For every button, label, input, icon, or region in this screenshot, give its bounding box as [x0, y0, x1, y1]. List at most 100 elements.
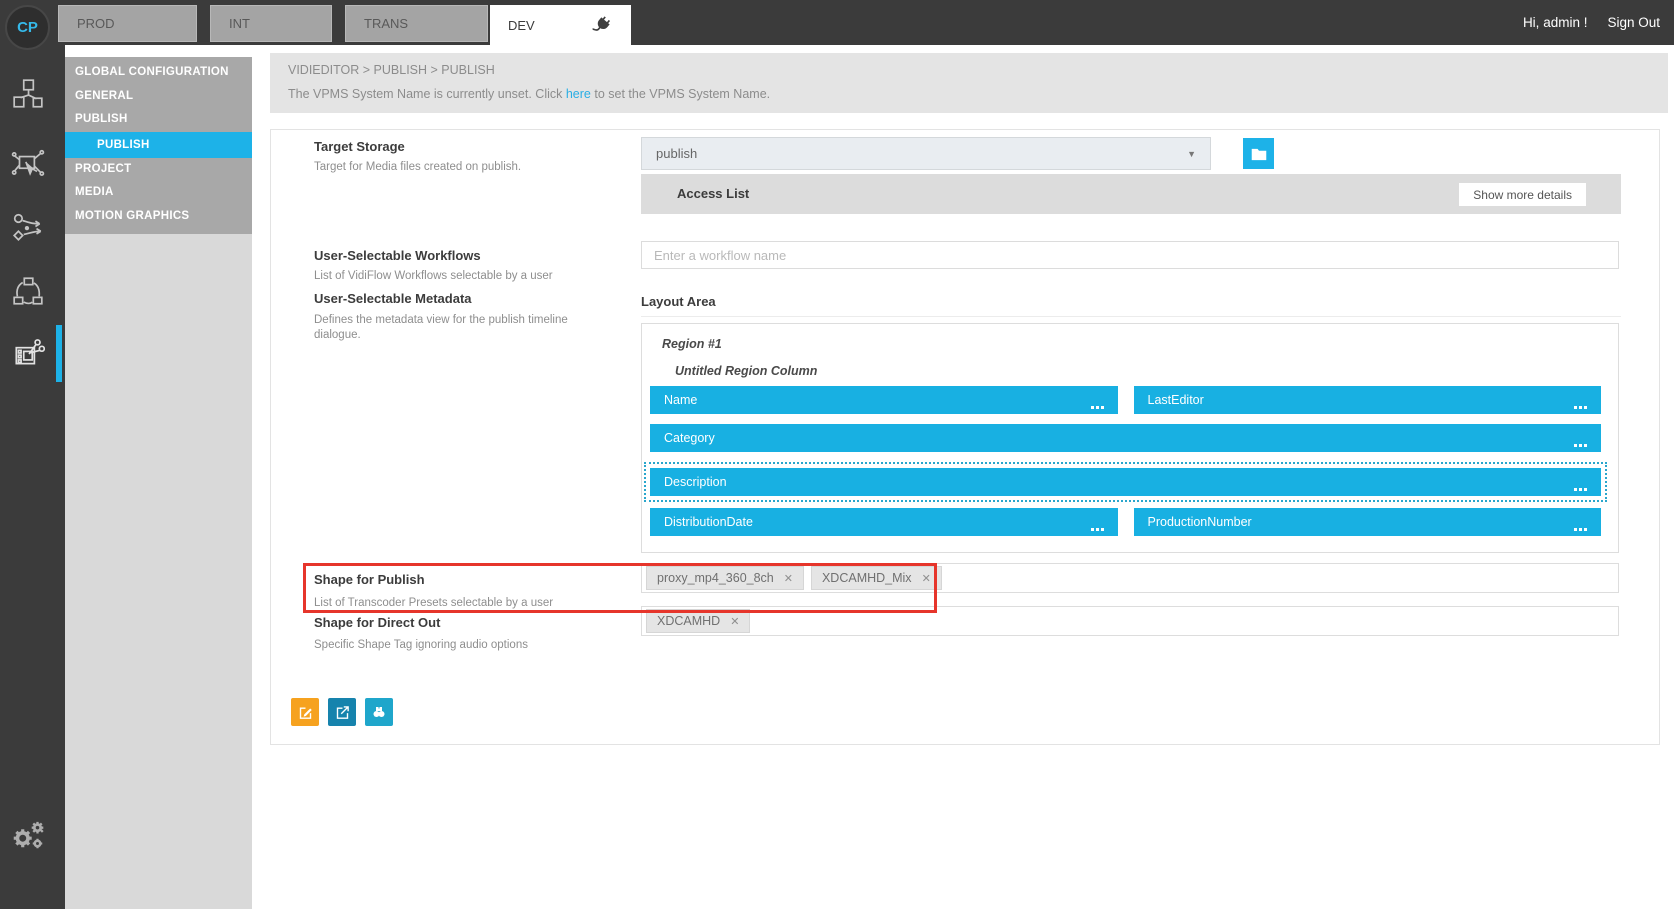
user-area: Hi, admin ! Sign Out	[1523, 0, 1660, 45]
system-notice: The VPMS System Name is currently unset.…	[288, 87, 770, 101]
nav-column-filler	[65, 228, 252, 909]
browse-storage-button[interactable]	[1243, 138, 1274, 169]
workflow-name-input[interactable]	[641, 241, 1619, 269]
divider	[641, 316, 1621, 317]
tab-label: INT	[229, 16, 250, 31]
field-tile-label: Category	[664, 431, 715, 445]
region-title: Region #1	[662, 337, 722, 351]
layout-rows: Name LastEditor Category	[644, 386, 1607, 546]
field-tile-distributiondate[interactable]: DistributionDate	[650, 508, 1118, 536]
env-tab-dev[interactable]: DEV	[490, 5, 631, 45]
notice-here-link[interactable]: here	[565, 87, 591, 101]
workflows-label: User-Selectable Workflows	[314, 248, 481, 263]
target-storage-value: publish	[656, 146, 698, 161]
remove-tag-icon[interactable]: ✕	[783, 572, 793, 585]
nav-item-general[interactable]: GENERAL	[75, 89, 134, 102]
drag-handle-icon[interactable]	[1090, 528, 1104, 531]
drag-handle-icon[interactable]	[1574, 406, 1587, 409]
tag-chip: XDCAMHD ✕	[646, 609, 751, 633]
folder-icon	[1251, 147, 1267, 161]
shape-direct-out-label: Shape for Direct Out	[314, 615, 441, 630]
binoculars-icon	[371, 704, 387, 720]
sign-out-link[interactable]: Sign Out	[1607, 15, 1660, 30]
access-list-section: Access List Show more details	[641, 174, 1621, 214]
drag-handle-icon[interactable]	[1574, 488, 1587, 491]
field-tile-label: DistributionDate	[664, 515, 753, 529]
top-bar: PROD INT TRANS DEV Hi, admin ! Sign O	[0, 0, 1674, 45]
target-storage-description: Target for Media files created on publis…	[314, 161, 522, 173]
layout-area-box: Region #1 Untitled Region Column Name La…	[641, 323, 1619, 553]
tag-chip: proxy_mp4_360_8ch ✕	[646, 566, 804, 590]
workflow-icon[interactable]	[9, 208, 47, 246]
tag-label: XDCAMHD	[657, 614, 721, 628]
access-list-label: Access List	[677, 186, 750, 201]
field-tile-label: Description	[664, 475, 727, 489]
modules-icon[interactable]	[9, 75, 47, 113]
drag-handle-icon[interactable]	[1574, 444, 1587, 447]
region-column-title: Untitled Region Column	[675, 364, 818, 378]
settings-icon[interactable]	[9, 815, 47, 853]
env-tab-prod[interactable]: PROD	[58, 5, 197, 42]
video-editor-icon[interactable]	[9, 334, 47, 372]
edit-button[interactable]	[291, 698, 319, 726]
target-storage-select[interactable]: publish ▼	[641, 137, 1211, 170]
nav-item-media[interactable]: MEDIA	[75, 186, 114, 198]
tab-label: PROD	[77, 16, 115, 31]
shape-direct-out-description: Specific Shape Tag ignoring audio option…	[314, 639, 528, 651]
publish-config-panel: Target Storage Target for Media files cr…	[270, 129, 1660, 745]
interactive-config-icon[interactable]	[9, 145, 47, 183]
remove-tag-icon[interactable]: ✕	[730, 615, 740, 628]
metadata-description: Defines the metadata view for the publis…	[314, 314, 568, 341]
target-storage-label: Target Storage	[314, 139, 405, 154]
show-more-details-button[interactable]: Show more details	[1459, 183, 1586, 206]
tab-label: DEV	[508, 17, 535, 33]
breadcrumb: VIDIEDITOR > PUBLISH > PUBLISH	[288, 63, 495, 77]
field-tile-label: ProductionNumber	[1147, 515, 1252, 529]
drag-handle-icon[interactable]	[1090, 406, 1104, 409]
plug-icon	[591, 14, 613, 36]
env-tab-trans[interactable]: TRANS	[345, 5, 488, 42]
action-buttons	[291, 698, 393, 726]
avatar[interactable]: CP	[5, 5, 50, 50]
notice-text-before: The VPMS System Name is currently unset.…	[288, 87, 566, 101]
shape-publish-tag-input[interactable]: proxy_mp4_360_8ch ✕ XDCAMHD_Mix ✕	[641, 563, 1619, 593]
drag-handle-icon[interactable]	[1574, 528, 1587, 531]
remove-tag-icon[interactable]: ✕	[921, 572, 931, 585]
layout-row: Category	[650, 424, 1601, 452]
env-tab-int[interactable]: INT	[210, 5, 332, 42]
field-tile-label: Name	[664, 393, 698, 407]
chevron-down-icon[interactable]: ▼	[1187, 148, 1196, 159]
field-tile-lasteditor[interactable]: LastEditor	[1133, 386, 1601, 414]
workflows-description: List of VidiFlow Workflows selectable by…	[314, 270, 553, 282]
shape-publish-label: Shape for Publish	[314, 572, 425, 587]
nav-item-project[interactable]: PROJECT	[75, 162, 132, 175]
nav-item-motion-graphics[interactable]: MOTION GRAPHICS	[75, 209, 190, 222]
search-button[interactable]	[365, 698, 393, 726]
layout-area-label: Layout Area	[641, 294, 716, 309]
nav-item-global-configuration[interactable]: GLOBAL CONFIGURATION	[75, 66, 229, 78]
tag-label: XDCAMHD_Mix	[821, 571, 912, 585]
open-external-button[interactable]	[328, 698, 356, 726]
field-tile-productionnumber[interactable]: ProductionNumber	[1133, 508, 1601, 536]
breadcrumb-bar: VIDIEDITOR > PUBLISH > PUBLISH The VPMS …	[270, 53, 1668, 113]
shape-direct-out-tag-input[interactable]: XDCAMHD ✕	[641, 606, 1619, 636]
field-tile-name[interactable]: Name	[650, 386, 1118, 414]
notice-text-after: to set the VPMS System Name.	[590, 87, 771, 101]
active-section-indicator	[56, 325, 62, 382]
layout-row-selected: Description	[644, 462, 1607, 502]
field-tile-category[interactable]: Category	[650, 424, 1601, 452]
tag-chip: XDCAMHD_Mix ✕	[810, 566, 942, 590]
metadata-label: User-Selectable Metadata	[314, 291, 472, 306]
field-tile-label: LastEditor	[1147, 393, 1204, 407]
layout-row: Name LastEditor	[650, 386, 1601, 414]
nav-item-publish-sub[interactable]: PUBLISH	[65, 131, 252, 158]
tab-label: TRANS	[364, 16, 409, 31]
external-link-icon	[335, 705, 350, 720]
shape-publish-description: List of Transcoder Presets selectable by…	[314, 597, 554, 609]
layout-row: DistributionDate ProductionNumber	[650, 508, 1601, 536]
icon-sidebar	[0, 45, 65, 909]
lifecycle-icon[interactable]	[9, 272, 47, 310]
nav-item-publish[interactable]: PUBLISH	[75, 113, 128, 125]
field-tile-description[interactable]: Description	[650, 468, 1601, 496]
